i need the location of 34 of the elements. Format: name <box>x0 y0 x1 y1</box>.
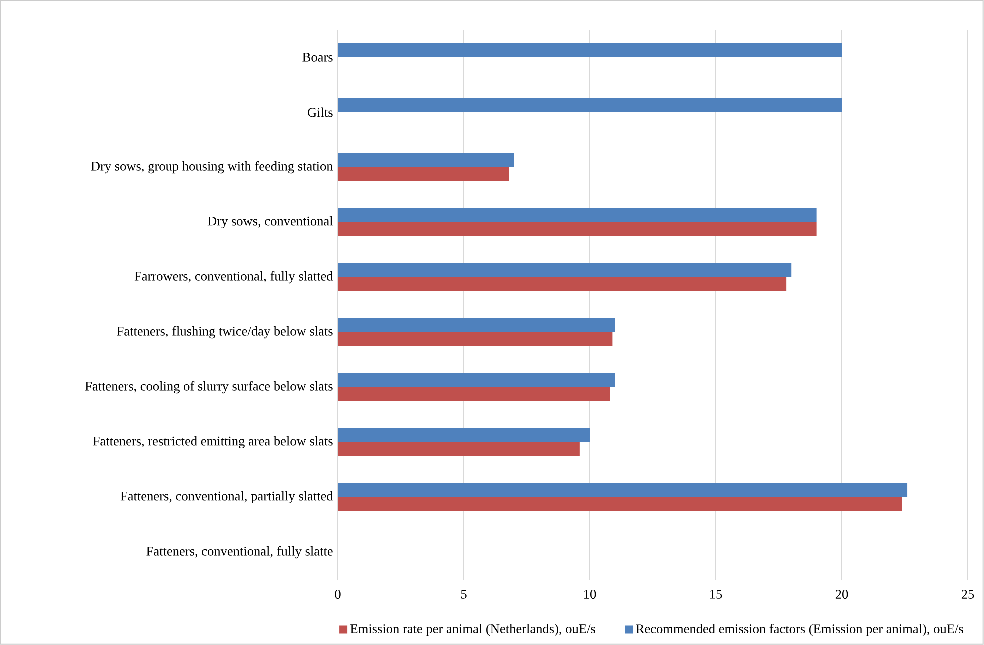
legend-label: Recommended emission factors (Emission per animal), ouE/s <box>636 624 964 636</box>
y-tick-label: Fatteners, restricted emitting area below slats <box>93 436 333 449</box>
y-tick-label: Dry sows, conventional <box>208 216 334 229</box>
bar <box>338 222 817 236</box>
x-tick-label: 5 <box>461 590 467 599</box>
y-tick-label: Fatteners, conventional, fully slatte <box>146 546 333 559</box>
bar <box>338 208 817 222</box>
y-tick-label: Fatteners, flushing twice/day below slats <box>117 326 333 339</box>
y-tick-label: Fatteners, conventional, partially slatted <box>120 491 334 504</box>
bar <box>338 153 514 168</box>
bar <box>338 43 842 58</box>
x-tick-label: 10 <box>584 590 596 599</box>
bar <box>338 387 610 402</box>
y-tick-label: Farrowers, conventional, fully slatted <box>134 271 334 284</box>
bar <box>338 167 510 182</box>
bar <box>338 442 580 456</box>
y-tick-label: Gilts <box>308 108 333 118</box>
x-tick-label: 15 <box>710 590 722 599</box>
bar <box>338 483 908 498</box>
x-tick-label: 20 <box>836 590 848 599</box>
bar <box>338 263 792 278</box>
y-tick-label: Dry sows, group housing with feeding station <box>91 161 334 174</box>
bar <box>338 428 590 442</box>
x-tick-label: 25 <box>962 590 974 599</box>
bar <box>338 332 613 346</box>
x-tick-label: 0 <box>335 590 341 599</box>
y-tick-label: Boars <box>302 53 333 62</box>
bar <box>338 497 902 512</box>
y-tick-label: Fatteners, cooling of slurry surface below slats <box>85 381 333 394</box>
bar <box>338 98 842 112</box>
bar <box>338 373 616 388</box>
bar <box>338 318 616 332</box>
legend-label: Emission rate per animal (Netherlands), ouE/s <box>350 624 596 636</box>
bar <box>338 277 787 292</box>
